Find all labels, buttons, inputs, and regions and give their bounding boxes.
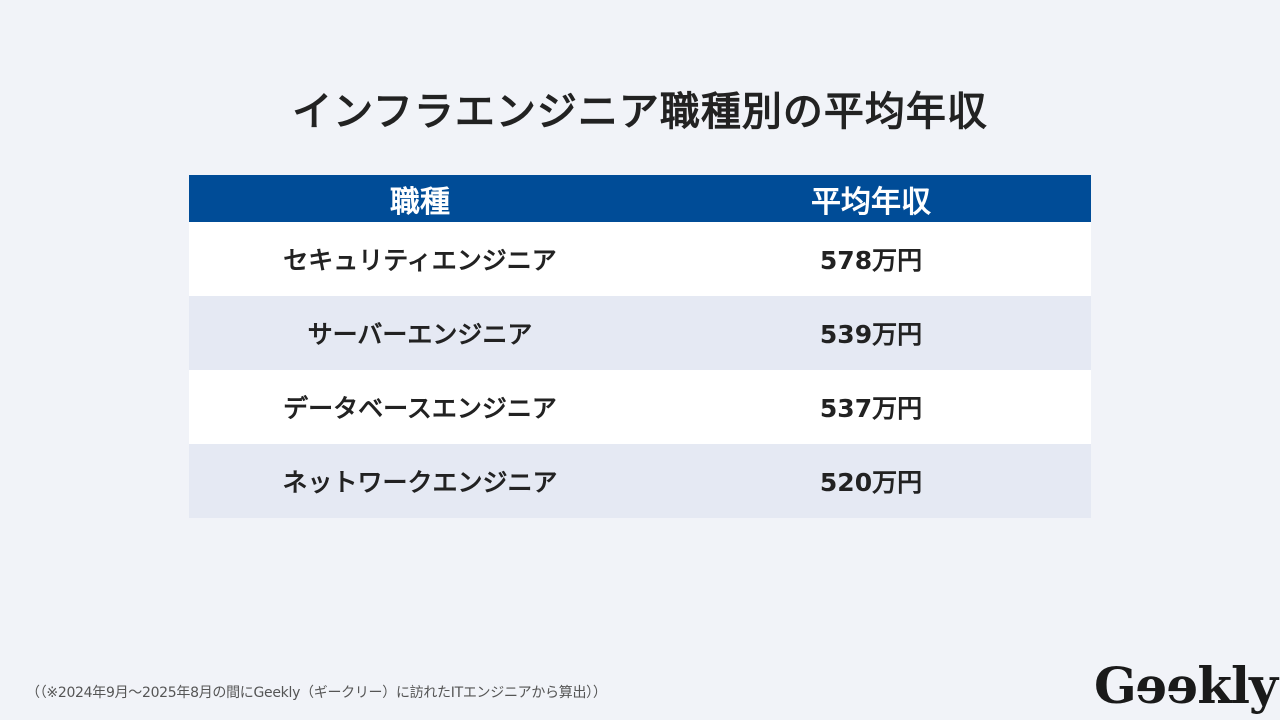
salary-cell: 578万円: [651, 222, 1091, 296]
salary-cell: 520万円: [651, 444, 1091, 518]
salary-cell: 537万円: [651, 370, 1091, 444]
job-cell: サーバーエンジニア: [189, 296, 651, 370]
header-job: 職種: [189, 175, 651, 222]
job-cell: データベースエンジニア: [189, 370, 651, 444]
table-row: サーバーエンジニア 539万円: [189, 296, 1091, 370]
job-cell: セキュリティエンジニア: [189, 222, 651, 296]
source-footnote: （（※2024年9月～2025年8月の間にGeekly（ギークリー）に訪れたIT…: [26, 685, 607, 701]
logo-letter-mirrored: e: [1166, 656, 1198, 715]
salary-table: 職種 平均年収 セキュリティエンジニア 578万円 サーバーエンジニア 539万…: [189, 175, 1091, 518]
job-cell: ネットワークエンジニア: [189, 444, 651, 518]
table-row: セキュリティエンジニア 578万円: [189, 222, 1091, 296]
table-row: データベースエンジニア 537万円: [189, 370, 1091, 444]
logo-letter-mirrored: e: [1135, 656, 1167, 715]
logo-letter: kly: [1197, 656, 1278, 715]
salary-cell: 539万円: [651, 296, 1091, 370]
page-title: インフラエンジニア職種別の平均年収: [292, 88, 988, 135]
table-row: ネットワークエンジニア 520万円: [189, 444, 1091, 518]
table-header-row: 職種 平均年収: [189, 175, 1091, 222]
logo-letter: G: [1094, 656, 1137, 715]
geekly-logo: Geekly: [1094, 654, 1278, 718]
header-salary: 平均年収: [651, 175, 1091, 222]
